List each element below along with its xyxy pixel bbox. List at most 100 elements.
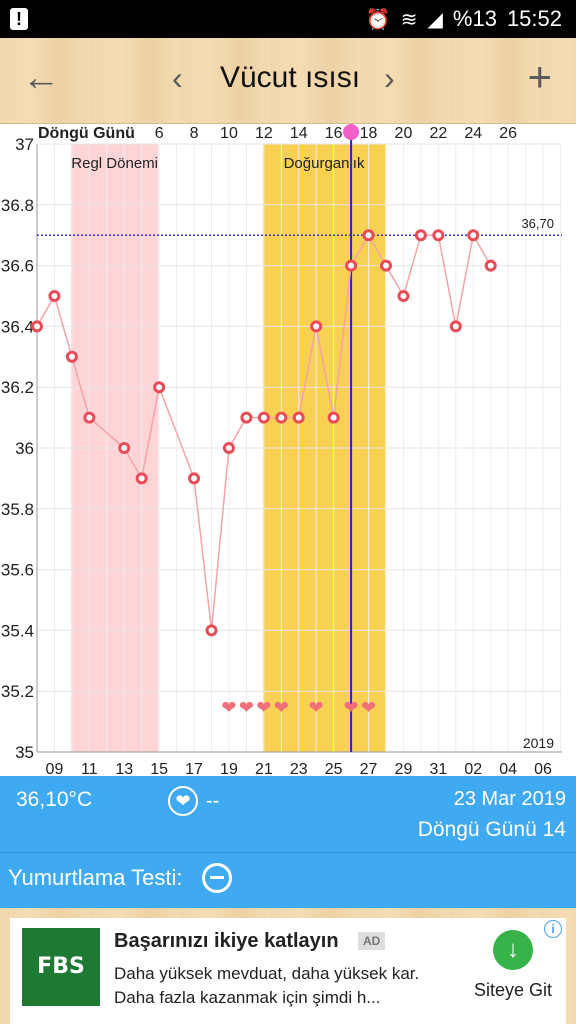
ad-cta-label: Siteye Git bbox=[473, 980, 553, 1000]
year-label: 2019 bbox=[523, 735, 554, 751]
cycle-day: Döngü Günü 14 bbox=[417, 818, 566, 841]
ad-banner[interactable]: FBS Başarınızı ikiye katlayın AD Daha yü… bbox=[10, 918, 566, 1024]
temperature-point bbox=[327, 411, 340, 424]
temperature-point bbox=[257, 411, 270, 424]
y-tick-label: 36.2 bbox=[1, 378, 34, 397]
y-tick-label: 37 bbox=[15, 135, 34, 154]
alarm-icon: ⏰ bbox=[365, 8, 391, 31]
bottom-tick-label: 04 bbox=[499, 761, 517, 776]
y-tick-label: 36.4 bbox=[1, 317, 34, 336]
temperature-point bbox=[83, 411, 96, 424]
heart-marker: ❤ bbox=[274, 697, 289, 718]
bottom-tick-label: 23 bbox=[290, 761, 308, 776]
temperature-point bbox=[467, 229, 480, 242]
heart-marker: ❤ bbox=[256, 697, 271, 718]
temperature-point bbox=[65, 350, 78, 363]
minus-circle-icon[interactable] bbox=[202, 863, 232, 893]
ad-container: FBS Başarınızı ikiye katlayın AD Daha yü… bbox=[0, 908, 576, 1024]
top-tick-label: 10 bbox=[220, 125, 238, 142]
temperature-point bbox=[118, 442, 131, 454]
ad-headline[interactable]: Başarınızı ikiye katlayın bbox=[114, 930, 339, 952]
signal-icon: ◢ bbox=[427, 8, 443, 31]
temperature-point bbox=[31, 320, 43, 333]
temperature-point bbox=[310, 320, 323, 333]
intercourse-value: -- bbox=[206, 790, 220, 812]
ad-cta-button[interactable]: ↓ Siteye Git bbox=[468, 930, 558, 1010]
temperature-point bbox=[432, 229, 445, 242]
y-tick-label: 36.6 bbox=[1, 257, 34, 276]
day-info-bar: 36,10°C ❤ -- 23 Mar 2019 Döngü Günü 14 bbox=[0, 776, 576, 852]
clock: 15:52 bbox=[506, 6, 562, 31]
heart-marker: ❤ bbox=[309, 697, 324, 718]
top-tick-label: 6 bbox=[155, 125, 164, 142]
y-tick-label: 35 bbox=[15, 743, 34, 762]
page-title: Vücut ısısı bbox=[219, 61, 361, 94]
y-tick-label: 35.2 bbox=[1, 682, 34, 701]
bottom-tick-label: 21 bbox=[255, 761, 273, 776]
ad-info-icon[interactable]: i bbox=[544, 920, 562, 938]
temperature-point bbox=[48, 290, 61, 302]
top-axis-label: Döngü Günü bbox=[38, 125, 135, 142]
temperature-point bbox=[362, 229, 375, 242]
bottom-tick-label: 19 bbox=[220, 761, 238, 776]
temperature-point bbox=[484, 259, 497, 272]
temperature-point bbox=[275, 411, 288, 424]
temperature-point bbox=[345, 259, 358, 272]
ovulation-test-label: Yumurtlama Testi: bbox=[8, 865, 183, 890]
y-tick-label: 35.6 bbox=[1, 561, 34, 580]
bottom-tick-label: 06 bbox=[534, 761, 552, 776]
heart-marker: ❤ bbox=[361, 697, 376, 718]
download-arrow-icon: ↓ bbox=[493, 930, 533, 970]
temperature-point bbox=[380, 259, 392, 272]
ovulation-test-bar: Yumurtlama Testi: bbox=[0, 852, 576, 908]
selected-date: 23 Mar 2019 bbox=[453, 788, 566, 810]
y-tick-label: 35.4 bbox=[1, 621, 34, 640]
reference-line-label: 36,70 bbox=[521, 216, 554, 231]
top-tick-label: 8 bbox=[190, 125, 199, 142]
bottom-tick-label: 09 bbox=[46, 761, 64, 776]
bottom-tick-label: 29 bbox=[395, 761, 413, 776]
bottom-tick-label: 31 bbox=[429, 761, 447, 776]
top-tick-label: 24 bbox=[464, 125, 482, 142]
top-tick-label: 22 bbox=[429, 125, 447, 142]
temperature-point bbox=[414, 229, 427, 242]
bottom-tick-label: 11 bbox=[81, 761, 98, 776]
alert-icon: ! bbox=[10, 8, 28, 30]
band-label-0: Regl Dönemi bbox=[71, 155, 158, 172]
ad-description[interactable]: Daha yüksek mevduat, daha yüksek kar. Da… bbox=[114, 964, 420, 1007]
wifi-icon: ≋ bbox=[400, 8, 418, 31]
y-tick-label: 36 bbox=[15, 439, 34, 458]
top-tick-label: 14 bbox=[290, 125, 308, 142]
temperature-point bbox=[397, 290, 410, 302]
back-arrow-icon[interactable]: ← bbox=[22, 57, 60, 99]
add-icon[interactable]: + bbox=[527, 53, 552, 100]
temperature-value[interactable]: 36,10°C bbox=[16, 788, 93, 811]
temperature-point bbox=[222, 442, 235, 454]
temperature-point bbox=[205, 624, 218, 637]
heart-marker: ❤ bbox=[221, 697, 236, 718]
bottom-tick-label: 13 bbox=[115, 761, 133, 776]
y-tick-label: 36.8 bbox=[1, 196, 34, 215]
status-bar: ! ⏰ ≋ ◢ %13 15:52 bbox=[0, 0, 576, 38]
top-tick-label: 12 bbox=[255, 125, 273, 142]
previous-chevron-icon[interactable]: ‹ bbox=[172, 60, 183, 96]
heart-marker: ❤ bbox=[344, 697, 359, 718]
temperature-point bbox=[188, 472, 201, 485]
top-tick-label: 20 bbox=[395, 125, 413, 142]
temperature-point bbox=[240, 411, 253, 424]
ad-badge: AD bbox=[358, 932, 386, 950]
heart-marker: ❤ bbox=[239, 697, 254, 718]
top-tick-label: 16 bbox=[325, 125, 343, 142]
temperature-chart[interactable]: Regl Dönemi Doğurganlık 37 36.8 36.6 36.4 36.2… bbox=[0, 124, 576, 776]
next-chevron-icon[interactable]: › bbox=[384, 60, 395, 96]
bottom-tick-label: 25 bbox=[325, 761, 343, 776]
bottom-tick-label: 27 bbox=[360, 761, 378, 776]
ad-logo[interactable]: FBS bbox=[22, 928, 100, 1006]
top-tick-label: 18 bbox=[360, 125, 378, 142]
bottom-tick-label: 02 bbox=[464, 761, 482, 776]
top-tick-label: 26 bbox=[499, 125, 517, 142]
temperature-point bbox=[135, 472, 148, 485]
heart-icon[interactable]: ❤ bbox=[168, 786, 198, 816]
app-bar: ← ‹ Vücut ısısı › + bbox=[0, 38, 576, 124]
battery-level: %13 bbox=[452, 6, 497, 31]
